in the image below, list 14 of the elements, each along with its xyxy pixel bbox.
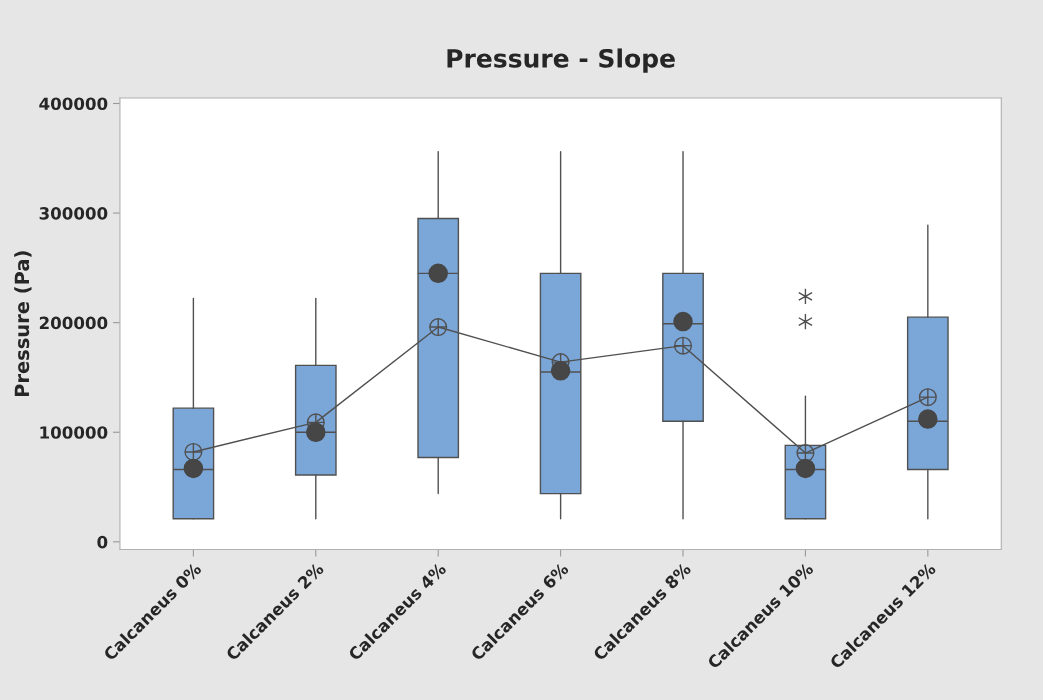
point xyxy=(918,409,938,429)
point xyxy=(550,361,571,381)
y-tick-label: 300000 xyxy=(39,207,108,220)
y-tick-label: 200000 xyxy=(39,316,108,330)
point xyxy=(428,263,448,284)
y-tick-label: 400000 xyxy=(39,97,108,111)
y-tick-label: 0 xyxy=(97,535,108,549)
chart-title: Pressure - Slope xyxy=(447,48,675,73)
point xyxy=(183,458,204,479)
y-tick-label: 100000 xyxy=(40,426,108,439)
y-axis-title: Pressure (Pa) xyxy=(14,251,32,397)
point xyxy=(673,311,693,332)
point xyxy=(306,422,326,442)
point xyxy=(795,458,816,479)
